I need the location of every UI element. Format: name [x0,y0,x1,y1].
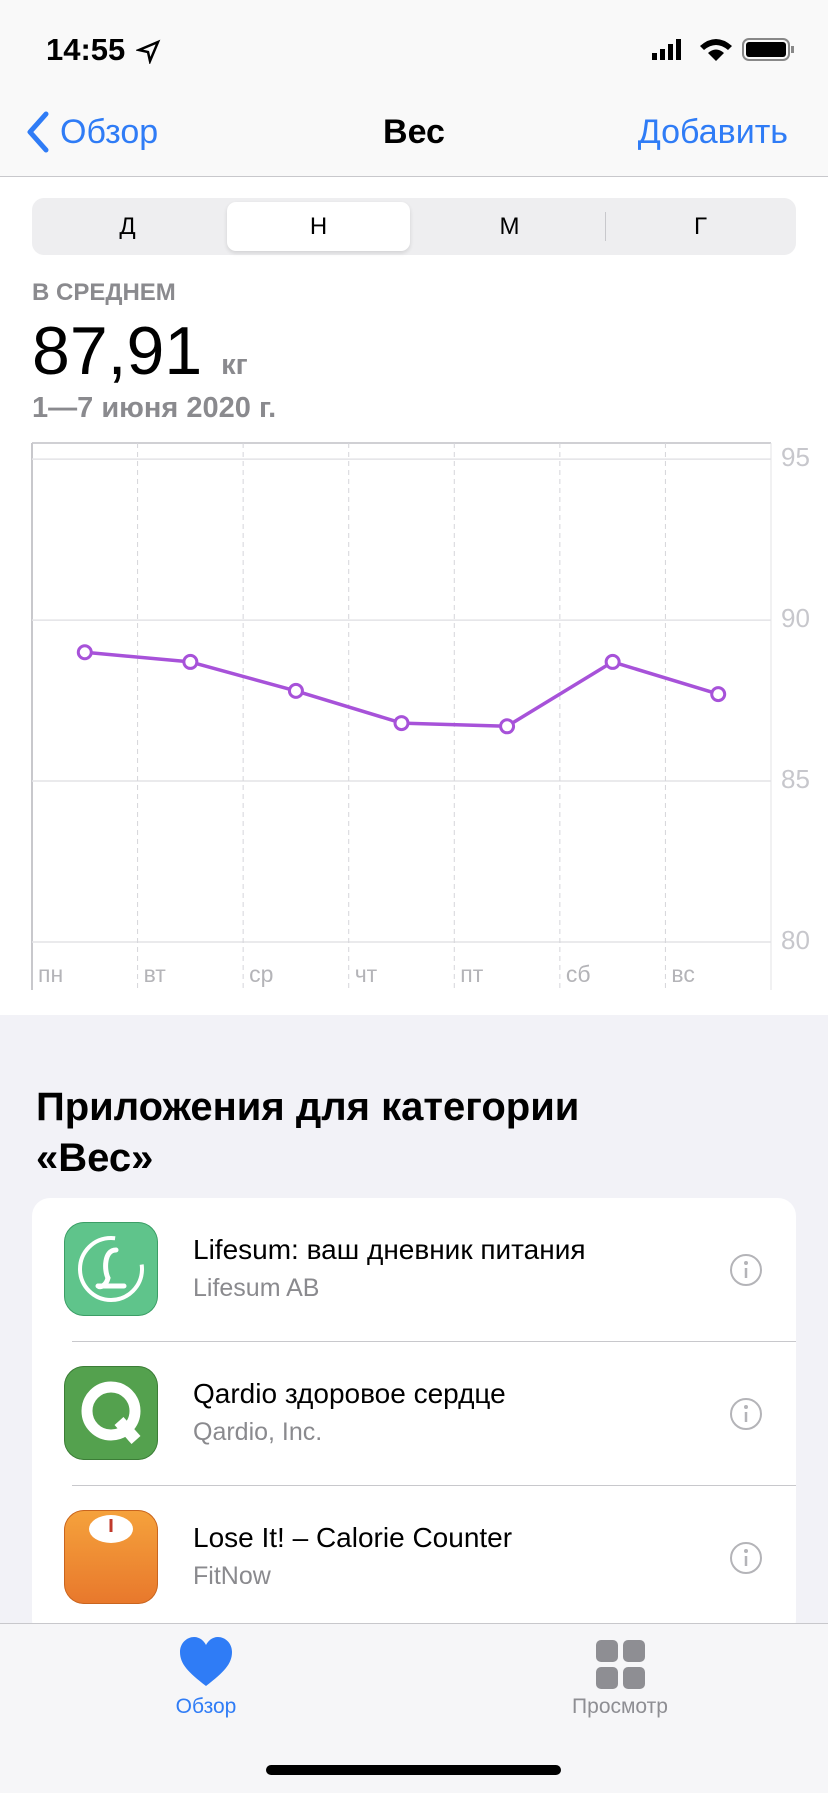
app-icon [64,1510,158,1604]
summary-label: В СРЕДНЕМ [32,279,176,306]
section-title: Приложения для категории «Вес» [36,1085,580,1180]
chart: 80 85 90 95 пн вт ср чт пт сб вс [31,442,810,990]
status-icons [652,38,794,61]
summary-value: 87,91 кг [32,312,248,390]
data-point [76,644,93,661]
nav-title: Вес [383,113,445,151]
tab-summary[interactable]: Обзор [175,1695,237,1718]
home-indicator [266,1765,561,1775]
app-developer: Qardio, Inc. [193,1418,323,1446]
x-tick-label: чт [355,961,378,987]
clock: 14:55 [46,32,126,67]
x-tick-label: ср [249,961,273,987]
back-chevron[interactable] [24,110,52,154]
nav-bar [0,0,828,177]
apps-card: Lifesum: ваш дневник питания Lifesum AB Qa… [32,1198,796,1638]
app-icon [64,1222,158,1316]
tab-icon-summary[interactable] [178,1636,234,1688]
location-icon [136,39,161,64]
app-developer: Lifesum AB [193,1274,320,1302]
app-name: Lose It! – Calorie Counter [193,1522,513,1553]
data-point [287,682,304,699]
tab-icon-browse[interactable] [596,1640,646,1690]
segment-highlight [227,202,410,251]
date-range: 1—7 июня 2020 г. [32,392,277,424]
info-button[interactable] [729,1253,763,1287]
row-separator [72,1485,796,1486]
x-tick-label: сб [566,961,591,987]
back-button[interactable]: Обзор [60,113,159,151]
segment[interactable]: М [499,213,520,240]
data-point [499,718,516,735]
segment-divider [605,212,606,241]
segment[interactable]: Г [694,213,707,240]
app-name: Qardio здоровое сердце [193,1378,506,1409]
data-point [393,715,410,732]
app-row[interactable]: Qardio здоровое сердце Qardio, Inc. [32,1342,796,1486]
average-value: 87,91 [32,313,203,389]
add-button[interactable]: Добавить [637,113,788,151]
tab-browse[interactable]: Просмотр [572,1695,668,1718]
unit: кг [221,349,248,381]
app-developer: FitNow [193,1562,271,1590]
x-tick-label: пн [38,961,63,987]
app-name: Lifesum: ваш дневник питания [193,1234,586,1265]
segment[interactable]: Н [309,213,328,240]
y-tick-label: 80 [781,925,810,955]
app-row[interactable]: Lifesum: ваш дневник питания Lifesum AB [32,1198,796,1342]
app-icon [64,1366,158,1460]
data-point [710,686,727,703]
y-tick-label: 95 [781,442,810,472]
y-tick-label: 85 [781,764,810,794]
x-tick-label: пт [460,961,483,987]
data-point [182,653,199,670]
x-tick-label: вт [144,961,167,987]
tab-bar [0,1623,828,1793]
info-button[interactable] [729,1397,763,1431]
app-row[interactable]: Lose It! – Calorie Counter FitNow [32,1486,796,1630]
segment[interactable]: Д [119,213,136,240]
row-separator [72,1341,796,1342]
data-point [604,653,621,670]
x-tick-label: вс [671,961,694,987]
info-button[interactable] [729,1541,763,1575]
y-tick-label: 90 [781,603,810,633]
